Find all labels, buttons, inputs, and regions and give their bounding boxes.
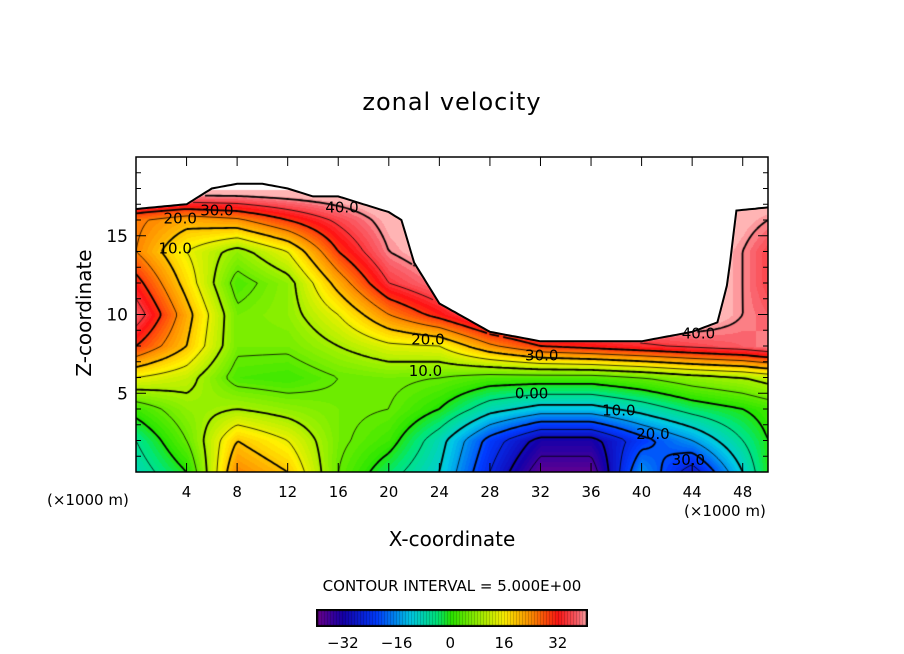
colorbar-tick-label: 32: [548, 634, 567, 652]
contour-label: 10.0: [409, 362, 442, 380]
contour-label: 30.0: [672, 451, 705, 469]
x-unit-label-right: (×1000 m): [684, 502, 766, 520]
contour-label: 40.0: [682, 324, 715, 342]
terrain-boundary-line: [135, 182, 769, 343]
x-tick-label: 40: [632, 483, 651, 501]
x-unit-label-left: (×1000 m): [47, 491, 129, 509]
y-tick-label: 15: [106, 227, 128, 247]
x-tick-label: 28: [480, 483, 499, 501]
x-tick-label: 20: [379, 483, 398, 501]
colorbar-tick-label: −16: [381, 634, 413, 652]
x-axis-label: X-coordinate: [388, 527, 516, 551]
velocity-field-contours: [136, 157, 768, 472]
contour-label: 10.0: [602, 402, 635, 420]
contour-label: 0.00: [515, 384, 548, 402]
x-tick-label: 48: [733, 483, 752, 501]
contour-label: 20.0: [164, 209, 197, 227]
x-tick-label: 36: [581, 483, 600, 501]
contour-interval-label: CONTOUR INTERVAL = 5.000E+00: [322, 577, 582, 595]
colorbar-tick-label: −32: [327, 634, 359, 652]
x-tick-label: 8: [232, 483, 242, 501]
chart-title: zonal velocity: [362, 88, 542, 116]
y-tick-label: 5: [117, 384, 128, 404]
contour-label: 20.0: [636, 425, 669, 443]
y-axis-label: Z-coordinate: [72, 249, 96, 377]
x-tick-label: 16: [329, 483, 348, 501]
x-tick-label: 32: [531, 483, 550, 501]
contour-label: 40.0: [325, 198, 358, 216]
contour-label: 30.0: [200, 202, 233, 220]
contour-label: 10.0: [158, 239, 191, 257]
x-tick-label: 12: [278, 483, 297, 501]
y-tick-label: 10: [106, 306, 128, 326]
x-tick-label: 44: [683, 483, 702, 501]
contour-label: 30.0: [525, 346, 558, 364]
contour-label: 20.0: [411, 331, 444, 349]
colorbar: [316, 609, 588, 627]
colorbar-tick-label: 0: [446, 634, 456, 652]
colorbar-tick-label: 16: [495, 634, 514, 652]
x-tick-label: 24: [430, 483, 449, 501]
x-tick-label: 4: [182, 483, 192, 501]
